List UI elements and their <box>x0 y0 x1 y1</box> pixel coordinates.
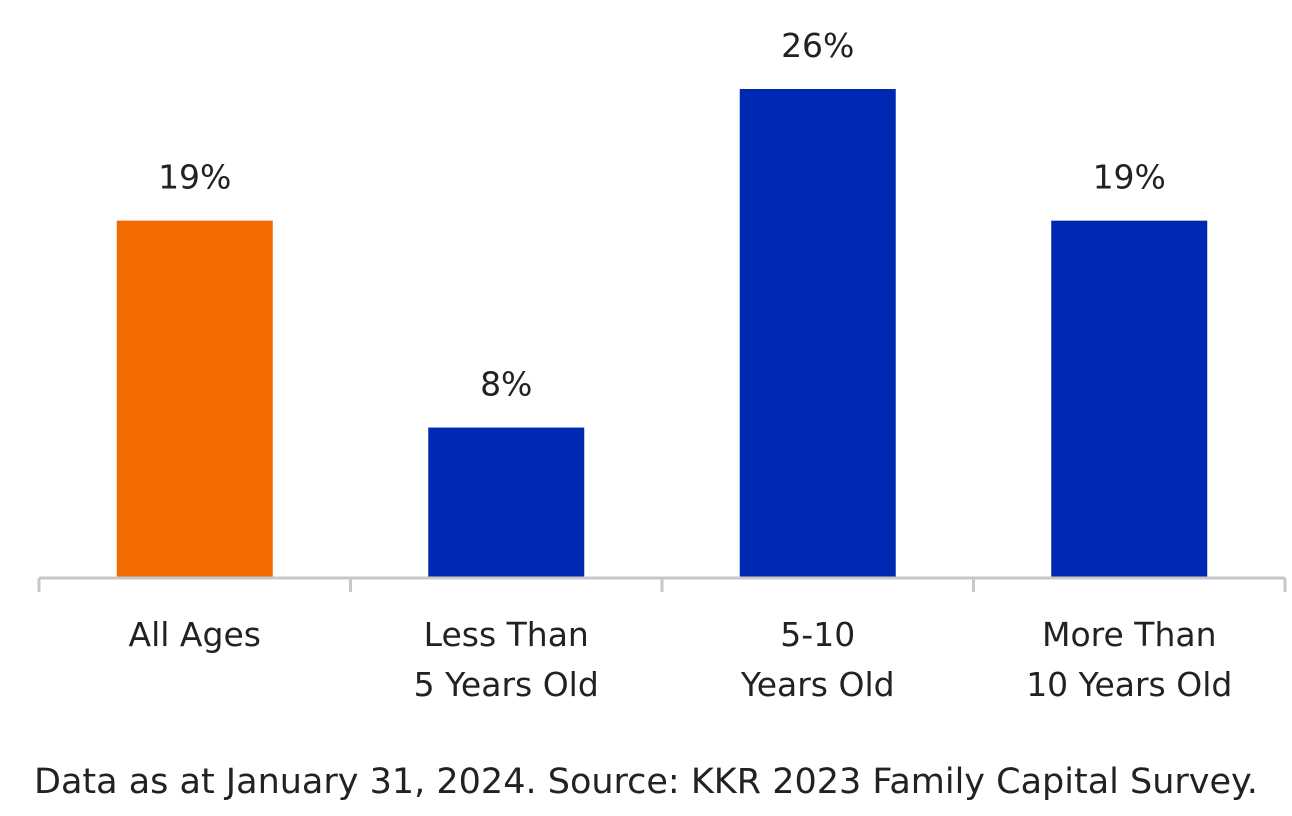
bar <box>1051 220 1208 578</box>
category-label: 5-10 Years Old <box>740 615 895 704</box>
bars-layer <box>116 89 1208 578</box>
labels-layer: 19% All Ages 8% Less Than 5 Years Old 26% 5-10… <box>129 26 1233 704</box>
category-label-line: All Ages <box>129 615 261 654</box>
category-label-line: 10 Years Old <box>1026 665 1232 704</box>
bar-value-label: 19% <box>1093 158 1166 197</box>
category-label: All Ages <box>129 615 261 654</box>
category-label-line: Less Than <box>424 615 589 654</box>
bar-value-label: 26% <box>781 26 854 65</box>
bar-value-label: 8% <box>480 365 532 404</box>
source-footnote: Data as at January 31, 2024. Source: KKR… <box>34 762 1258 802</box>
category-label: Less Than 5 Years Old <box>414 615 599 704</box>
category-label-line: More Than <box>1042 615 1217 654</box>
bar <box>739 89 896 578</box>
category-label: More Than 10 Years Old <box>1026 615 1232 704</box>
bar-value-label: 19% <box>158 158 231 197</box>
category-label-line: Years Old <box>740 665 895 704</box>
x-axis <box>37 576 1287 592</box>
bar <box>116 220 273 578</box>
category-label-line: 5 Years Old <box>414 665 599 704</box>
category-label-line: 5-10 <box>780 615 855 654</box>
bar <box>428 427 585 578</box>
